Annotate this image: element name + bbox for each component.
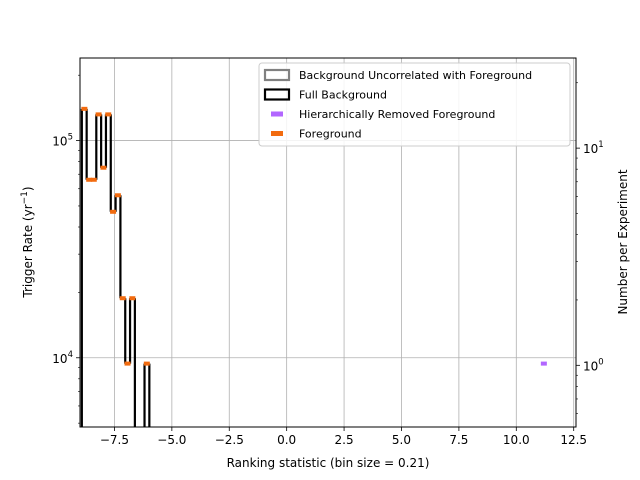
foreground-marker	[95, 112, 102, 117]
foreground-marker	[100, 165, 107, 170]
y2-tick-exponent: 0	[598, 357, 603, 367]
foreground-marker	[119, 296, 126, 301]
x-tick-label: 10.0	[503, 433, 530, 447]
y-tick-base: 10	[52, 135, 67, 149]
foreground-marker	[114, 193, 121, 198]
legend-marker	[271, 111, 283, 117]
x-axis-label: Ranking statistic (bin size = 0.21)	[227, 456, 430, 470]
legend-label: Background Uncorrelated with Foreground	[299, 69, 532, 82]
foreground-marker	[90, 177, 97, 182]
plot-frame	[79, 57, 577, 428]
x-tick-label: 0.0	[277, 433, 296, 447]
y-tick-exponent: 5	[68, 133, 73, 143]
foreground-marker	[129, 296, 136, 301]
legend-label: Full Background	[299, 89, 387, 102]
y2-tick-label: 101	[583, 140, 604, 156]
y2-axis-label: Number per Experiment	[616, 169, 630, 314]
x-tick-label: −7.5	[100, 433, 129, 447]
x-axis: −7.5 −5.0 −2.5 0.0 2.5 5.0 7.5 10.0 12.5	[100, 427, 587, 447]
y2-tick-exponent: 1	[598, 140, 603, 150]
y-tick-exponent: 4	[68, 350, 73, 360]
y2-tick-label: 100	[583, 357, 604, 373]
foreground-marker	[110, 209, 117, 214]
foreground-marker	[124, 361, 131, 366]
y-axis-label: Trigger Rate (yr−1)	[20, 186, 35, 298]
x-tick-label: 5.0	[392, 433, 411, 447]
legend-swatch	[263, 88, 291, 101]
y2-tick-base: 10	[583, 359, 598, 373]
y-tick-base: 10	[52, 352, 67, 366]
x-tick-label: 12.5	[560, 433, 587, 447]
y-tick-label: 105	[52, 133, 73, 149]
foreground-marker	[143, 361, 150, 366]
legend-marker	[271, 131, 283, 136]
legend-swatch	[263, 68, 291, 82]
legend-label: Foreground	[299, 128, 362, 141]
x-tick-label: 2.5	[335, 433, 354, 447]
legend: Background Uncorrelated with Foreground F…	[258, 62, 571, 147]
foreground-marker	[81, 106, 88, 111]
y-tick-label: 104	[52, 350, 73, 366]
legend-box	[258, 62, 571, 147]
legend-label: Hierarchically Removed Foreground	[299, 108, 495, 121]
series-layer	[80, 106, 547, 427]
foreground-marker	[105, 112, 112, 117]
y2-tick-base: 10	[583, 142, 598, 156]
x-tick-label: −5.0	[157, 433, 186, 447]
foreground-marker	[86, 177, 93, 182]
x-tick-label: −2.5	[215, 433, 244, 447]
x-tick-label: 7.5	[449, 433, 468, 447]
hierarchically-removed-foreground-marker	[540, 361, 547, 366]
